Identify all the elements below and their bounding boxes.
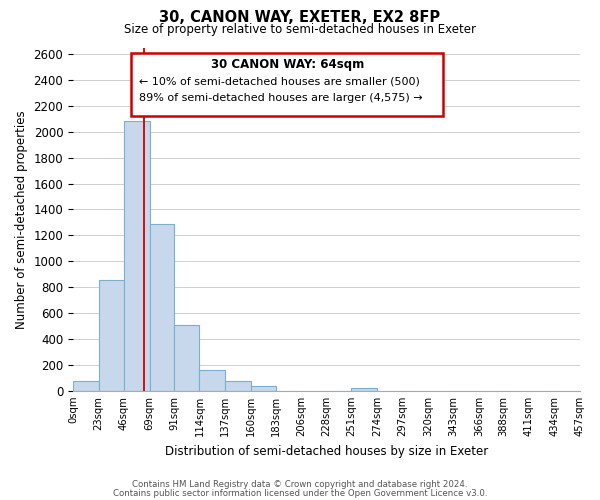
Text: 89% of semi-detached houses are larger (4,575) →: 89% of semi-detached houses are larger (… (139, 93, 422, 103)
Bar (251, 386, 276, 391)
FancyBboxPatch shape (131, 52, 443, 116)
Text: ← 10% of semi-detached houses are smaller (500): ← 10% of semi-detached houses are smalle… (139, 76, 420, 86)
Bar (352, 388, 377, 391)
Text: 30 CANON WAY: 64sqm: 30 CANON WAY: 64sqm (211, 58, 364, 71)
Text: 30, CANON WAY, EXETER, EX2 8FP: 30, CANON WAY, EXETER, EX2 8FP (160, 10, 440, 25)
Bar (124, 122, 149, 391)
Text: Contains HM Land Registry data © Crown copyright and database right 2024.: Contains HM Land Registry data © Crown c… (132, 480, 468, 489)
Text: Contains public sector information licensed under the Open Government Licence v3: Contains public sector information licen… (113, 490, 487, 498)
Text: Size of property relative to semi-detached houses in Exeter: Size of property relative to semi-detach… (124, 22, 476, 36)
Y-axis label: Number of semi-detached properties: Number of semi-detached properties (15, 110, 28, 328)
X-axis label: Distribution of semi-detached houses by size in Exeter: Distribution of semi-detached houses by … (165, 444, 488, 458)
Bar (174, 325, 199, 391)
Bar (149, 224, 174, 391)
Bar (199, 370, 225, 391)
Bar (225, 381, 251, 391)
Bar (98, 280, 124, 391)
Bar (73, 381, 98, 391)
